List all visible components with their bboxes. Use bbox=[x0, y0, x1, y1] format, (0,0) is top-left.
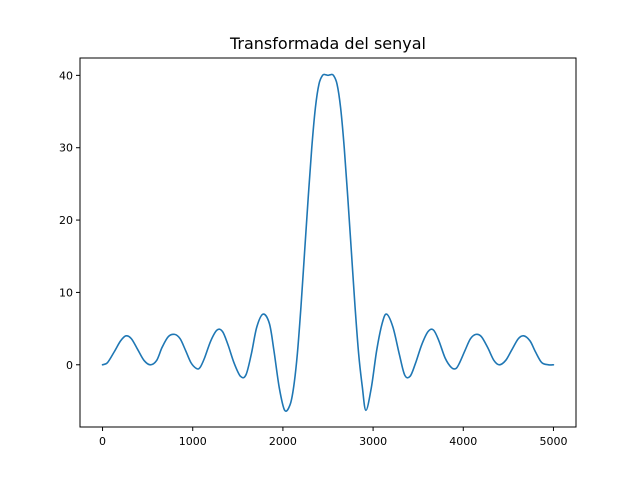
chart-title: Transformada del senyal bbox=[229, 34, 426, 53]
y-tick-label: 40 bbox=[59, 69, 73, 82]
x-tick-label: 3000 bbox=[359, 435, 387, 448]
y-tick-label: 10 bbox=[59, 286, 73, 299]
y-tick-label: 0 bbox=[66, 359, 73, 372]
y-axis: 0 10 20 30 40 bbox=[59, 69, 80, 372]
plot-area bbox=[101, 73, 555, 412]
series-line-0 bbox=[101, 73, 555, 412]
x-tick-label: 4000 bbox=[449, 435, 477, 448]
x-axis: 0 1000 2000 3000 4000 5000 bbox=[99, 427, 567, 448]
x-tick-label: 0 bbox=[99, 435, 106, 448]
x-tick-label: 1000 bbox=[179, 435, 207, 448]
x-tick-label: 5000 bbox=[539, 435, 567, 448]
y-tick-label: 20 bbox=[59, 214, 73, 227]
x-tick-label: 2000 bbox=[269, 435, 297, 448]
axes-frame bbox=[79, 57, 577, 428]
y-tick-label: 30 bbox=[59, 142, 73, 155]
